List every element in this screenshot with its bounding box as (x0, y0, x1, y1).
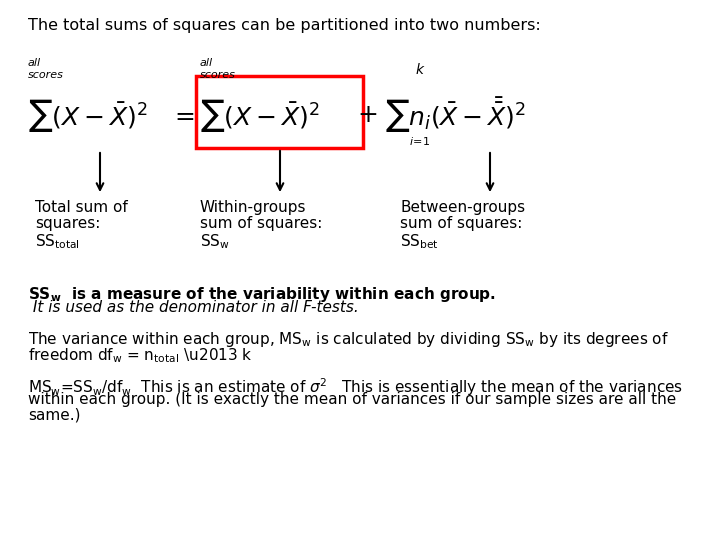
Text: all: all (28, 58, 41, 68)
Text: It is used as the denominator in all F-tests.: It is used as the denominator in all F-t… (28, 300, 359, 315)
Text: within each group. (It is exactly the mean of variances if our sample sizes are : within each group. (It is exactly the me… (28, 392, 676, 407)
Text: sum of squares:: sum of squares: (400, 216, 523, 231)
Text: The variance within each group, $\mathrm{MS_w}$ is calculated by dividing $\math: The variance within each group, $\mathrm… (28, 330, 669, 349)
Text: $\mathbf{SS_w}$  is a measure of the variability within each group.: $\mathbf{SS_w}$ is a measure of the vari… (28, 285, 496, 304)
Text: same.): same.) (28, 408, 81, 423)
Text: all: all (200, 58, 213, 68)
Text: $\sum(X-\bar{X})^2$: $\sum(X-\bar{X})^2$ (200, 97, 320, 133)
Text: $=$: $=$ (171, 104, 196, 126)
Text: $\sum n_i(\bar{X}-\bar{\bar{X}})^2$: $\sum n_i(\bar{X}-\bar{\bar{X}})^2$ (385, 96, 526, 134)
Text: The total sums of squares can be partitioned into two numbers:: The total sums of squares can be partiti… (28, 18, 541, 33)
Text: $+$: $+$ (357, 104, 377, 126)
Text: Within-groups: Within-groups (200, 200, 307, 215)
Text: scores: scores (200, 70, 236, 80)
Text: $\mathrm{SS}_\mathrm{w}$: $\mathrm{SS}_\mathrm{w}$ (200, 232, 230, 251)
Text: $\mathrm{SS}_\mathrm{bet}$: $\mathrm{SS}_\mathrm{bet}$ (400, 232, 438, 251)
Text: sum of squares:: sum of squares: (200, 216, 323, 231)
Text: $k$: $k$ (415, 62, 426, 77)
Text: Total sum of: Total sum of (35, 200, 127, 215)
Text: $\sum(X-\bar{X})^2$: $\sum(X-\bar{X})^2$ (28, 97, 148, 133)
Text: $i\!=\!1$: $i\!=\!1$ (410, 135, 431, 147)
Text: Between-groups: Between-groups (400, 200, 525, 215)
Text: freedom $\mathrm{df_w}$ = $\mathrm{n_{total}}$ \u2013 k: freedom $\mathrm{df_w}$ = $\mathrm{n_{to… (28, 346, 253, 364)
Bar (196, 76, 363, 148)
Text: scores: scores (28, 70, 64, 80)
Text: squares:: squares: (35, 216, 100, 231)
Text: $\mathrm{SS}_\mathrm{total}$: $\mathrm{SS}_\mathrm{total}$ (35, 232, 80, 251)
Text: $\mathrm{MS_w}$=$\mathrm{SS_w}$/$\mathrm{df_w}$  This is an estimate of $\sigma^: $\mathrm{MS_w}$=$\mathrm{SS_w}$/$\mathrm… (28, 376, 683, 397)
